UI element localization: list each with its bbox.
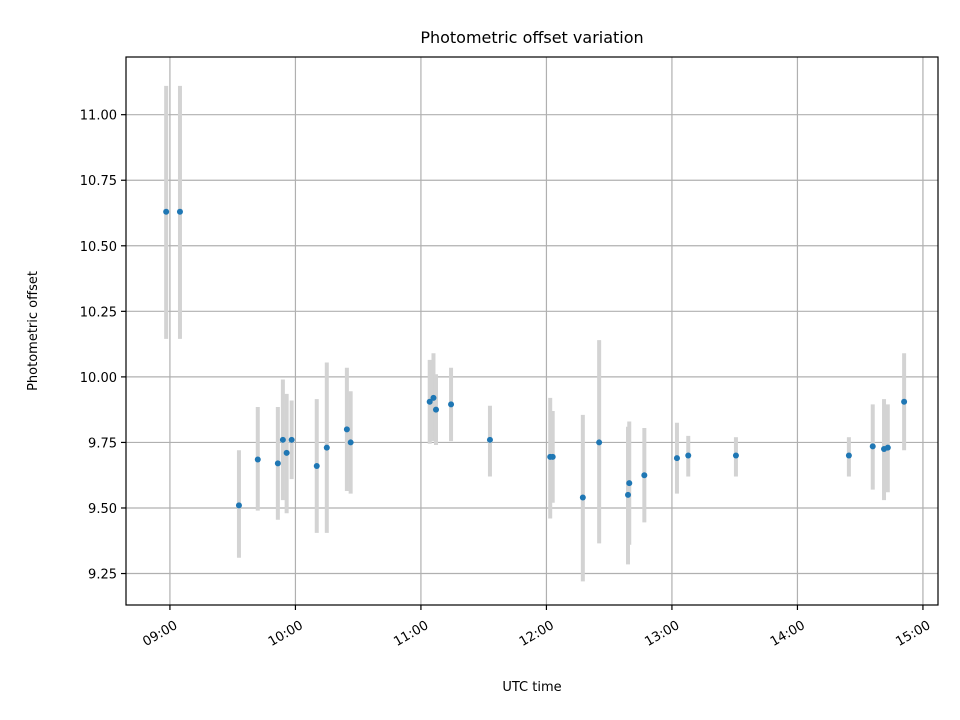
data-point bbox=[283, 449, 290, 456]
y-tick-label: 10.75 bbox=[80, 174, 117, 189]
point-layer bbox=[163, 208, 908, 509]
data-point bbox=[673, 455, 680, 462]
data-point bbox=[323, 444, 330, 451]
data-point bbox=[235, 502, 242, 509]
data-point bbox=[163, 208, 170, 215]
data-point bbox=[486, 436, 493, 443]
data-point bbox=[448, 401, 455, 408]
data-point bbox=[625, 491, 632, 498]
data-point bbox=[343, 426, 350, 433]
data-point bbox=[901, 398, 908, 405]
data-point bbox=[884, 444, 891, 451]
y-tick-label: 10.00 bbox=[80, 371, 117, 386]
y-tick-label: 9.25 bbox=[88, 568, 117, 583]
grid-layer bbox=[126, 57, 938, 605]
y-tick-label: 10.25 bbox=[80, 305, 117, 320]
tick-layer: 09:00 10:00 11:00 12:00 13:00 14:00 15:009.259… bbox=[80, 109, 934, 650]
data-point bbox=[869, 443, 876, 450]
data-point bbox=[845, 452, 852, 459]
y-tick-label: 11.00 bbox=[80, 109, 117, 124]
chart-title: Photometric offset variation bbox=[420, 28, 643, 47]
data-point bbox=[288, 436, 295, 443]
data-point bbox=[279, 436, 286, 443]
data-point bbox=[685, 452, 692, 459]
data-point bbox=[274, 460, 281, 467]
y-tick-label: 9.75 bbox=[88, 436, 117, 451]
x-axis-label: UTC time bbox=[502, 680, 561, 695]
data-point bbox=[176, 208, 183, 215]
data-point bbox=[732, 452, 739, 459]
y-tick-label: 10.50 bbox=[80, 240, 117, 255]
y-axis-label: Photometric offset bbox=[26, 271, 41, 391]
data-point bbox=[596, 439, 603, 446]
y-tick-label: 9.50 bbox=[88, 502, 117, 517]
data-point bbox=[347, 439, 354, 446]
data-point bbox=[426, 398, 433, 405]
data-point bbox=[641, 472, 648, 479]
data-point bbox=[430, 394, 437, 401]
data-point bbox=[549, 453, 556, 460]
data-point bbox=[254, 456, 261, 463]
data-point bbox=[626, 480, 633, 487]
data-point bbox=[432, 406, 439, 413]
plot-frame bbox=[125, 56, 939, 606]
data-point bbox=[313, 463, 320, 470]
data-point bbox=[579, 494, 586, 501]
